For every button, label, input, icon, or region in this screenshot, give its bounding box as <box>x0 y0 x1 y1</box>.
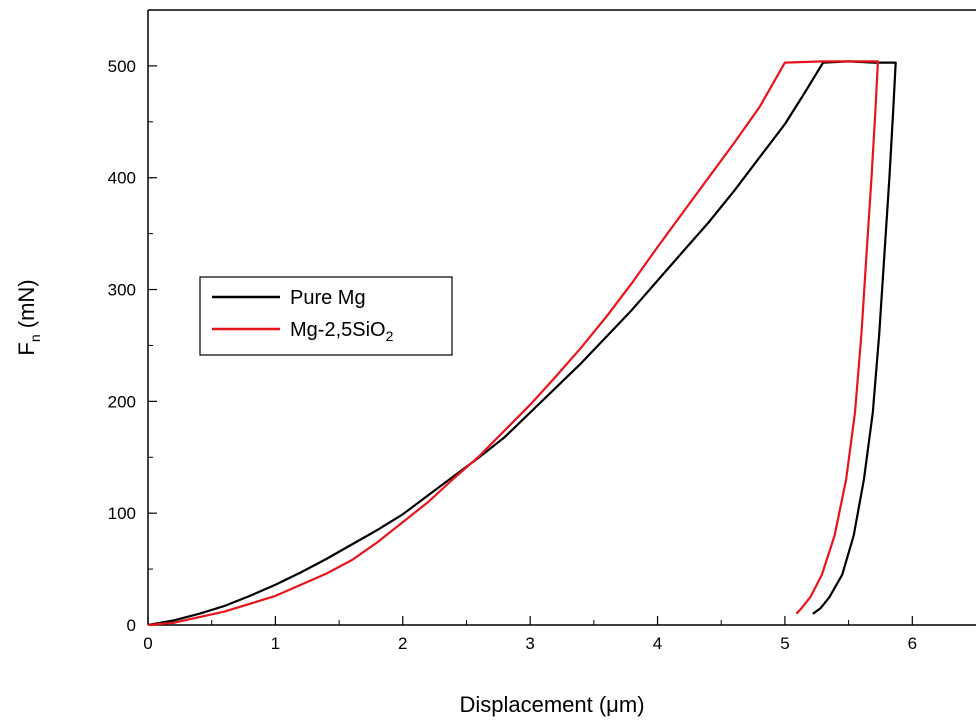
y-tick-label: 0 <box>127 616 136 635</box>
y-axis-label-unit: (mN) <box>14 279 39 334</box>
x-tick-label: 4 <box>653 634 662 653</box>
y-axis-label-sub: n <box>27 334 43 342</box>
series-line-2 <box>147 60 879 627</box>
legend-label-main: Mg-2,5SiO <box>290 319 386 341</box>
y-tick-label: 300 <box>108 281 136 300</box>
series-line-1 <box>147 60 897 627</box>
x-tick-label: 2 <box>398 634 407 653</box>
plot-frame <box>147 9 976 626</box>
x-tick-label: 5 <box>780 634 789 653</box>
legend: Pure Mg Mg-2,5SiO2 <box>199 276 453 356</box>
y-tick-label: 200 <box>108 392 136 411</box>
legend-label-sub: 2 <box>386 328 394 344</box>
legend-label-2: Mg-2,5SiO2 <box>290 319 394 344</box>
x-tick-label: 6 <box>908 634 917 653</box>
x-axis-label: Displacement (μm) <box>459 692 644 717</box>
y-axis-label: Fn (mN) <box>14 279 43 355</box>
legend-label-main: Pure Mg <box>290 287 366 309</box>
y-tick-label: 100 <box>108 504 136 523</box>
x-tick-label: 1 <box>271 634 280 653</box>
y-axis-ticks: 0 100 200 300 400 500 <box>108 57 157 635</box>
y-axis-label-main: F <box>14 342 39 355</box>
legend-box <box>199 276 453 356</box>
x-tick-label: 0 <box>143 634 152 653</box>
y-tick-label: 500 <box>108 57 136 76</box>
y-tick-label: 400 <box>108 169 136 188</box>
legend-label-1: Pure Mg <box>290 287 366 309</box>
series-layer <box>147 60 897 627</box>
x-axis-ticks: 0 1 2 3 4 5 6 <box>143 616 917 653</box>
x-tick-label: 3 <box>525 634 534 653</box>
